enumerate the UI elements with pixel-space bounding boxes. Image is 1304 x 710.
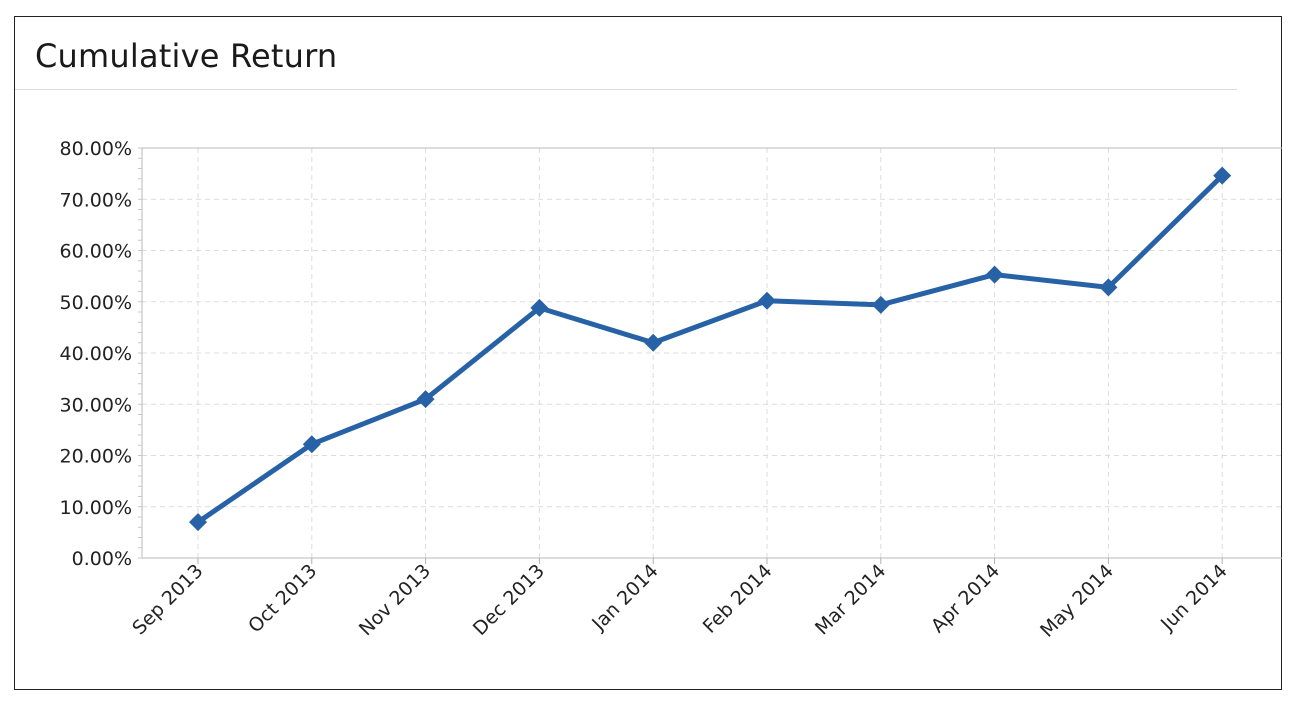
data-point-marker[interactable] [871, 295, 890, 314]
data-point-marker[interactable] [530, 298, 549, 317]
series-line [195, 173, 1225, 525]
x-tick-label: Apr 2014 [927, 560, 1004, 637]
x-tick-label: Mar 2014 [811, 560, 890, 639]
x-tick-label: Sep 2013 [128, 560, 207, 639]
data-point-marker[interactable] [416, 390, 435, 409]
y-tick-label: 20.00% [60, 446, 132, 468]
x-tick-label: Nov 2013 [355, 560, 435, 640]
y-tick-label: 0.00% [72, 548, 132, 570]
y-tick-label: 10.00% [60, 497, 132, 519]
y-tick-label: 80.00% [60, 138, 132, 160]
series-layer [189, 166, 1232, 532]
data-point-marker[interactable] [644, 333, 663, 352]
data-point-marker[interactable] [189, 513, 207, 532]
data-point-marker[interactable] [1099, 278, 1118, 297]
data-point-marker[interactable] [302, 435, 321, 454]
x-tick-label: Jun 2014 [1156, 560, 1232, 636]
x-tick-label: Feb 2014 [699, 560, 777, 638]
data-point-marker[interactable] [1213, 166, 1232, 185]
grid [142, 147, 1282, 559]
y-tick-labels: 0.00% 10.00% 20.00% 30.00% 40.00% 50.00% 60.00… [60, 138, 132, 570]
chart-title: Cumulative Return [35, 37, 338, 75]
x-tick-label: May 2014 [1036, 560, 1118, 642]
y-tick-label: 60.00% [60, 241, 132, 263]
y-tick-label: 50.00% [60, 292, 132, 314]
x-tick-label: Oct 2013 [244, 560, 321, 637]
title-divider [15, 89, 1237, 90]
y-tick-label: 70.00% [60, 189, 132, 211]
x-tick-label: Jan 2014 [587, 560, 662, 635]
y-tick-label: 40.00% [60, 343, 132, 365]
axes [138, 147, 1282, 564]
x-tick-labels: Sep 2013 Oct 2013 Nov 2013 Dec 2013 Jan 2014… [128, 560, 1232, 642]
data-point-marker[interactable] [758, 291, 776, 310]
y-tick-label: 30.00% [60, 394, 132, 416]
data-point-marker[interactable] [985, 265, 1004, 284]
x-tick-label: Dec 2013 [469, 560, 549, 640]
